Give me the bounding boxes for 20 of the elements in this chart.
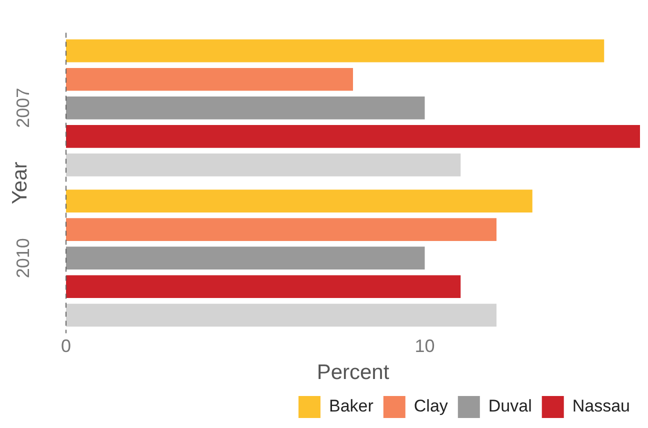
bar bbox=[66, 246, 425, 270]
x-axis-title: Percent bbox=[316, 361, 390, 384]
bar bbox=[66, 68, 353, 91]
bar bbox=[66, 218, 496, 241]
bar bbox=[66, 154, 461, 176]
bar bbox=[66, 125, 640, 148]
legend-label: Duval bbox=[488, 396, 532, 416]
y-tick-label: 2010 bbox=[12, 238, 33, 278]
bar bbox=[66, 96, 425, 120]
x-tick-label: 10 bbox=[414, 336, 435, 356]
bar bbox=[66, 39, 604, 62]
bar bbox=[66, 190, 532, 212]
y-axis-title: Year bbox=[8, 162, 32, 204]
x-tick-label: 0 bbox=[60, 336, 72, 356]
y-tick-label: 2007 bbox=[12, 88, 33, 128]
bar bbox=[66, 304, 496, 327]
legend-label: Nassau bbox=[572, 396, 630, 416]
bar bbox=[66, 275, 461, 298]
legend-label: Baker bbox=[328, 396, 374, 416]
legend-label: Clay bbox=[414, 396, 448, 416]
